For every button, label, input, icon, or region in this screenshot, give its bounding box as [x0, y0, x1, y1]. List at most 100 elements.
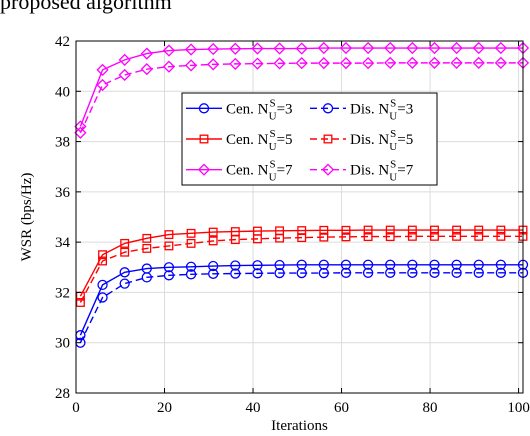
y-tick-label: 42 [55, 34, 70, 50]
data-point-5-13 [361, 57, 375, 70]
data-point-4-8 [251, 42, 264, 55]
data-point-3-0 [75, 298, 85, 307]
series-line-1 [79, 272, 523, 344]
legend-label-main: Dis. N [350, 101, 389, 117]
data-point-1-6 [208, 268, 219, 279]
x-tick-label: 20 [157, 400, 172, 416]
legend-label-main: Dis. N [350, 132, 389, 148]
data-point-3-15 [407, 231, 417, 241]
data-point-2-17 [452, 225, 462, 235]
series-line-2 [79, 229, 523, 297]
data-point-5-17 [450, 56, 463, 69]
data-point-4-19 [494, 41, 507, 55]
data-point-0-2 [119, 267, 130, 278]
legend-label-4: Cen. NS U=7 [226, 159, 293, 184]
y-tick-label: 30 [55, 336, 70, 352]
legend-label-tail: =5 [277, 132, 293, 148]
data-point-4-7 [229, 42, 242, 55]
legend-swatch-marker-2 [199, 134, 209, 144]
tick-labels: 28 30 32 34 36 38 40 42 0 20 40 60 80 100 [55, 34, 530, 416]
data-point-1-18 [473, 267, 484, 278]
legend-label-sub: U [389, 141, 397, 153]
legend-label-tail: =3 [277, 101, 293, 117]
data-point-4-14 [384, 41, 397, 55]
data-point-3-4 [164, 241, 174, 251]
data-point-5-10 [295, 57, 308, 70]
legend-label-sub: U [269, 172, 277, 184]
data-point-4-4 [162, 44, 176, 57]
legend-label-tail: =7 [277, 163, 293, 179]
legend-label-tail: =3 [397, 101, 413, 117]
data-point-4-10 [295, 42, 308, 55]
data-point-0-8 [252, 260, 263, 271]
data-point-3-11 [319, 232, 329, 242]
data-point-1-14 [385, 267, 396, 278]
legend-label-sup: S [270, 159, 276, 171]
data-point-4-17 [450, 41, 463, 55]
y-axis-title: WSR (bps/Hz) [19, 173, 35, 262]
legend-label-main: Cen. N [226, 101, 269, 117]
data-point-3-17 [452, 231, 462, 241]
data-point-3-7 [230, 235, 240, 245]
legend-label-sup: S [390, 97, 396, 109]
data-point-4-15 [406, 41, 419, 55]
data-point-0-5 [185, 261, 197, 272]
data-point-2-6 [208, 227, 218, 237]
data-point-0-15 [407, 259, 418, 270]
data-point-5-15 [406, 56, 419, 69]
series-markers [74, 41, 530, 348]
legend-label-2: Cen. NS U=5 [226, 128, 293, 153]
y-tick-label: 34 [55, 235, 71, 251]
data-point-5-12 [339, 57, 353, 70]
data-point-0-13 [362, 259, 374, 270]
series-line-0 [79, 264, 523, 336]
legend-box [181, 92, 438, 186]
data-point-2-11 [319, 225, 329, 235]
data-point-3-5 [186, 238, 196, 248]
data-point-3-10 [297, 233, 307, 243]
data-point-5-2 [118, 68, 131, 82]
data-point-2-12 [341, 225, 351, 235]
legend-label-3: Dis. NS U=5 [350, 128, 413, 153]
data-point-1-8 [252, 268, 263, 279]
data-point-1-3 [141, 272, 152, 283]
y-tick-label: 36 [55, 185, 71, 201]
legend-label-tail: =5 [397, 132, 413, 148]
series-line-4 [79, 47, 523, 127]
data-point-0-14 [385, 259, 396, 270]
data-point-4-16 [428, 41, 441, 55]
legend-label-sup: S [390, 128, 396, 140]
legend-label-main: Dis. N [350, 163, 389, 179]
data-point-2-16 [430, 225, 439, 235]
data-point-1-13 [362, 267, 374, 278]
data-point-3-3 [142, 243, 152, 253]
data-point-0-1 [97, 279, 108, 291]
data-point-5-6 [207, 58, 220, 71]
data-point-2-13 [363, 225, 373, 235]
x-tick-label: 80 [423, 400, 438, 416]
data-point-3-16 [430, 231, 439, 241]
x-tick-label: 0 [72, 400, 80, 416]
data-point-1-11 [318, 267, 329, 279]
data-point-1-12 [340, 267, 352, 278]
data-point-3-8 [253, 234, 262, 244]
legend-swatch-marker-5 [321, 163, 335, 176]
data-point-0-9 [274, 259, 285, 271]
data-point-5-4 [162, 60, 176, 73]
data-point-1-9 [274, 267, 285, 279]
data-point-4-11 [317, 41, 330, 55]
data-point-2-14 [385, 225, 395, 235]
data-point-0-6 [208, 260, 219, 272]
y-tick-label: 32 [55, 285, 70, 301]
data-point-4-3 [140, 47, 153, 60]
data-point-1-5 [185, 269, 197, 280]
x-tick-label: 40 [246, 400, 261, 416]
data-point-1-17 [451, 267, 462, 278]
y-tick-label: 28 [55, 386, 70, 402]
data-point-1-15 [407, 267, 418, 278]
legend-label-main: Cen. N [226, 163, 269, 179]
data-point-3-18 [474, 231, 484, 241]
legend-label-sup: S [390, 159, 396, 171]
data-point-5-16 [428, 56, 441, 69]
data-point-2-15 [407, 225, 417, 235]
